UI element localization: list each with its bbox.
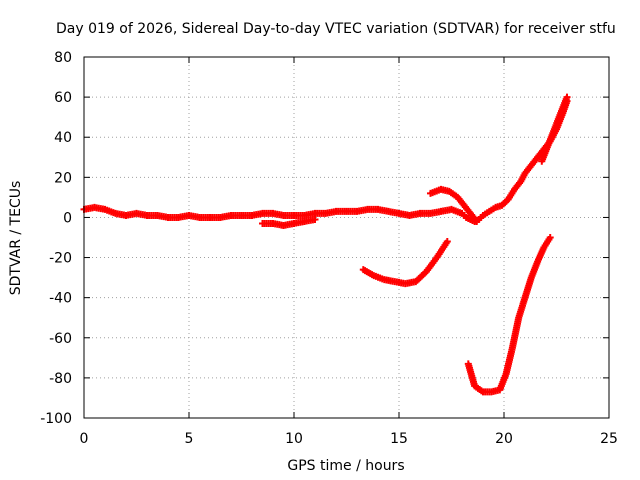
y-tick-label: 0 — [63, 210, 72, 226]
y-tick-label: 20 — [54, 170, 72, 186]
x-axis-ticks: 0 5 10 15 20 25 — [80, 57, 618, 447]
y-tick-label: 40 — [54, 130, 72, 146]
x-tick-label: 25 — [600, 431, 618, 447]
y-axis-ticks: -100 -80 -60 -40 -20 0 20 40 60 80 — [40, 50, 609, 427]
x-tick-label: 20 — [495, 431, 513, 447]
x-tick-label: 10 — [285, 431, 303, 447]
y-axis-label: SDTVAR / TECUs — [8, 181, 24, 296]
x-tick-label: 5 — [185, 431, 194, 447]
x-tick-label: 0 — [80, 431, 89, 447]
data-markers — [80, 93, 571, 396]
y-tick-label: -40 — [49, 291, 72, 307]
y-tick-label: 80 — [54, 50, 72, 66]
y-tick-label: -100 — [40, 411, 72, 427]
y-tick-label: -80 — [49, 371, 72, 387]
data-point — [563, 93, 571, 101]
data-point — [473, 217, 481, 225]
data-point — [443, 238, 451, 246]
y-tick-label: -20 — [49, 251, 72, 267]
grid-lines — [84, 57, 609, 418]
chart-title: Day 019 of 2026, Sidereal Day-to-day VTE… — [56, 21, 616, 37]
x-tick-label: 15 — [390, 431, 408, 447]
data-point — [311, 215, 319, 223]
plot-frame — [83, 56, 610, 419]
x-axis-label: GPS time / hours — [287, 458, 404, 474]
y-tick-label: -60 — [49, 331, 72, 347]
y-tick-label: 60 — [54, 90, 72, 106]
data-point — [546, 234, 554, 241]
